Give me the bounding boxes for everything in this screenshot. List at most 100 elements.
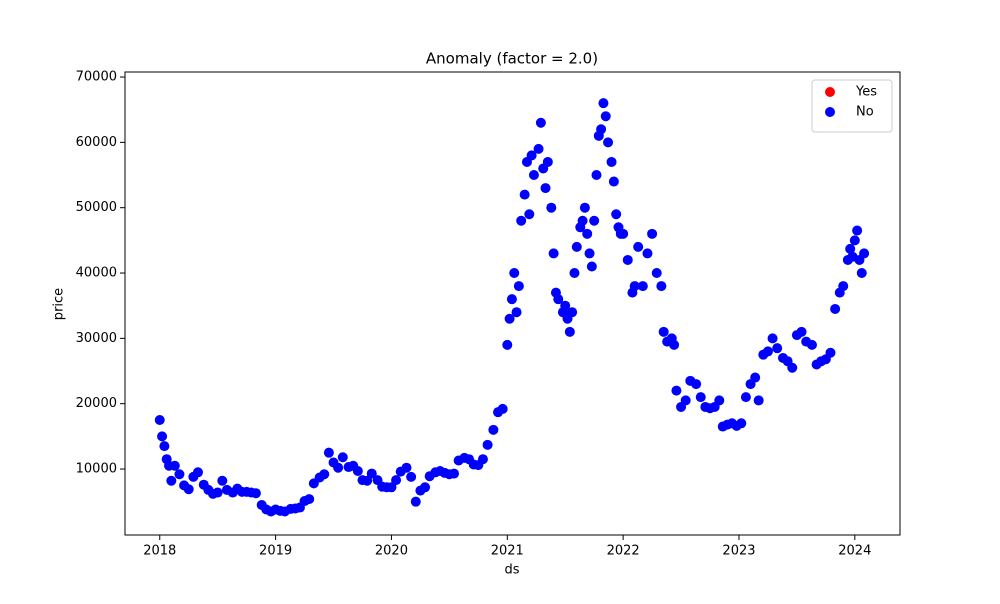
point bbox=[533, 143, 544, 154]
point bbox=[526, 150, 537, 161]
point bbox=[516, 215, 527, 226]
y-tick-label: 20000 bbox=[76, 396, 117, 411]
point bbox=[524, 209, 535, 220]
point bbox=[669, 339, 680, 350]
point bbox=[608, 176, 619, 187]
point bbox=[637, 281, 648, 292]
point bbox=[647, 228, 658, 239]
point bbox=[386, 482, 397, 493]
point bbox=[736, 418, 747, 429]
legend-box bbox=[811, 79, 893, 133]
point bbox=[183, 484, 194, 495]
point bbox=[477, 454, 488, 465]
point bbox=[391, 475, 402, 486]
point bbox=[825, 347, 836, 358]
point bbox=[502, 339, 513, 350]
point bbox=[401, 462, 412, 473]
point bbox=[319, 469, 330, 480]
chart-title: Anomaly (factor = 2.0) bbox=[426, 50, 598, 68]
point bbox=[680, 395, 691, 406]
point bbox=[159, 441, 170, 452]
point bbox=[511, 307, 522, 318]
point bbox=[600, 111, 611, 122]
point bbox=[250, 488, 261, 499]
point bbox=[571, 241, 582, 252]
point bbox=[567, 307, 578, 318]
point bbox=[513, 281, 524, 292]
x-tick-label: 2018 bbox=[143, 544, 176, 559]
point bbox=[579, 202, 590, 213]
point bbox=[519, 189, 530, 200]
point bbox=[603, 137, 614, 148]
legend-label: No bbox=[856, 105, 874, 120]
x-tick-label: 2024 bbox=[838, 544, 871, 559]
point bbox=[497, 403, 508, 414]
point bbox=[577, 215, 588, 226]
point bbox=[192, 467, 203, 478]
point bbox=[695, 392, 706, 403]
point bbox=[651, 268, 662, 279]
y-tick-label: 40000 bbox=[76, 266, 117, 281]
point bbox=[852, 225, 863, 236]
x-axis-label: ds bbox=[504, 563, 519, 578]
point bbox=[591, 170, 602, 181]
y-axis-label: price bbox=[52, 288, 67, 320]
point bbox=[740, 392, 751, 403]
point bbox=[448, 468, 459, 479]
point bbox=[849, 235, 860, 246]
point bbox=[658, 326, 669, 337]
point bbox=[420, 482, 431, 493]
point bbox=[528, 170, 539, 181]
point bbox=[410, 496, 421, 507]
point bbox=[584, 248, 595, 259]
point bbox=[535, 117, 546, 128]
point bbox=[838, 281, 849, 292]
point bbox=[352, 465, 363, 476]
y-tick-label: 10000 bbox=[76, 462, 117, 477]
point bbox=[859, 248, 870, 259]
point bbox=[506, 294, 517, 305]
point bbox=[560, 300, 571, 311]
point bbox=[596, 124, 607, 135]
point bbox=[217, 475, 228, 486]
point bbox=[166, 475, 177, 486]
legend-marker bbox=[825, 107, 835, 117]
legend-marker bbox=[825, 87, 835, 97]
point bbox=[856, 268, 867, 279]
point bbox=[304, 494, 315, 505]
point bbox=[333, 462, 344, 473]
y-tick-label: 60000 bbox=[76, 135, 117, 150]
legend-label: Yes bbox=[855, 85, 877, 100]
point bbox=[548, 248, 559, 259]
point bbox=[714, 395, 725, 406]
point bbox=[796, 326, 807, 337]
point bbox=[611, 209, 622, 220]
point bbox=[482, 439, 493, 450]
point bbox=[488, 424, 499, 435]
point bbox=[362, 475, 373, 486]
x-tick-label: 2022 bbox=[607, 544, 640, 559]
point bbox=[337, 452, 348, 463]
x-tick-label: 2021 bbox=[491, 544, 524, 559]
point bbox=[606, 156, 617, 167]
point bbox=[586, 261, 597, 272]
y-tick-label: 50000 bbox=[76, 200, 117, 215]
point bbox=[366, 468, 377, 479]
point bbox=[589, 215, 600, 226]
point bbox=[845, 243, 856, 254]
point bbox=[553, 294, 564, 305]
point bbox=[671, 385, 682, 396]
point bbox=[169, 460, 180, 471]
point bbox=[691, 379, 702, 390]
point bbox=[212, 487, 223, 498]
point bbox=[772, 343, 783, 354]
point bbox=[174, 469, 185, 480]
point bbox=[629, 281, 640, 292]
point bbox=[546, 202, 557, 213]
point bbox=[509, 268, 520, 279]
point bbox=[323, 447, 334, 458]
point bbox=[806, 339, 817, 350]
point bbox=[753, 395, 764, 406]
point bbox=[582, 228, 593, 239]
